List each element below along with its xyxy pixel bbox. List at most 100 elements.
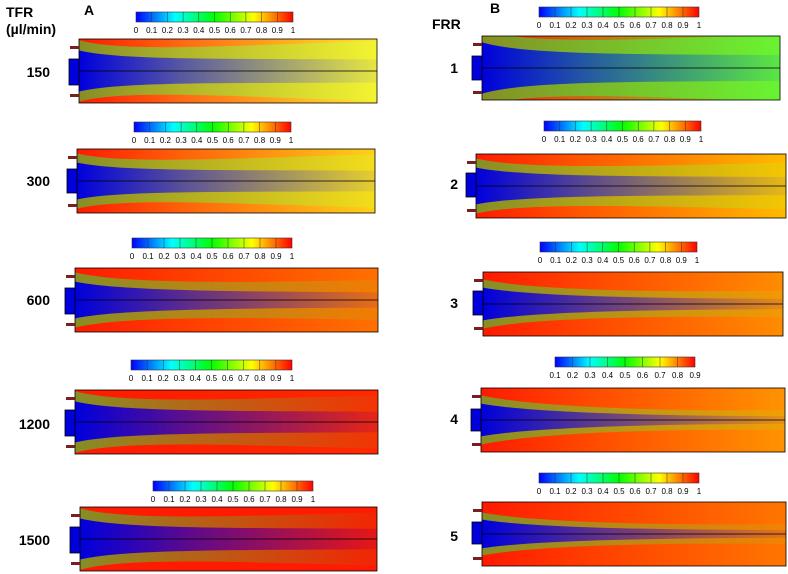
colorbar-tick-label: 0.9 <box>677 21 689 30</box>
colorbar-tick-label: 0.4 <box>191 136 203 145</box>
tfr-label-1500: 1500 <box>18 532 50 548</box>
side-inlet <box>474 279 483 282</box>
side-inlet <box>70 94 79 97</box>
side-inlet <box>472 443 481 446</box>
colorbar-tick-label: 0.7 <box>645 487 657 496</box>
colorbar-tick-label: 0.3 <box>176 136 188 145</box>
colorbar-tick-label: 0.8 <box>254 374 266 383</box>
colorbar-tick-label: 0.7 <box>238 136 250 145</box>
colorbar-tick-label: 0.3 <box>586 135 598 144</box>
side-inlet <box>68 156 77 159</box>
side-inlet <box>473 557 482 560</box>
colorbar-tick-label: 0 <box>537 487 542 496</box>
colorbar-tick-label: 0.4 <box>597 256 609 265</box>
colorbar-tick-label: 0.9 <box>270 374 282 383</box>
colorbar-tick-label: 0.2 <box>566 256 578 265</box>
frr-label-5: 5 <box>450 528 458 544</box>
colorbar-tick-label: 0.5 <box>619 371 631 380</box>
side-inlet <box>71 562 80 565</box>
colorbar-tick-label: 0.6 <box>629 21 641 30</box>
colorbar-tick-label: 0.1 <box>550 256 562 265</box>
colorbar-tick-label: 0.9 <box>291 495 303 504</box>
colorbar-tick-label: 0 <box>538 256 543 265</box>
colorbar-tick-label: 0.6 <box>243 495 255 504</box>
center-inlet <box>64 287 76 315</box>
colorbar-tick-label: 0.8 <box>672 371 684 380</box>
frr-label-3: 3 <box>450 295 458 311</box>
colorbar-tick-label: 0.6 <box>222 374 234 383</box>
colorbar-tick-label: 0 <box>542 135 547 144</box>
colorbar-tick-label: 0.2 <box>160 136 172 145</box>
simulation-panel-a-1: 0 0.1 0.2 0.3 0.4 0.5 0.6 0.7 0.8 0.9 1 <box>68 11 378 104</box>
colorbar-tick-label: 0.5 <box>207 136 219 145</box>
colorbar-tick-label: 0.8 <box>254 136 266 145</box>
side-inlet <box>66 275 75 278</box>
colorbar-tick-label: 0.8 <box>661 487 673 496</box>
side-inlet <box>70 46 79 49</box>
colorbar-tick-label: 0.7 <box>238 374 250 383</box>
colorbar-tick-label: 0.4 <box>601 135 613 144</box>
colorbar-tick-label: 0.8 <box>275 495 287 504</box>
colorbar-tick-label: 0.3 <box>174 374 186 383</box>
colorbar-tick-label: 0.6 <box>225 26 237 35</box>
colorbar-tick-label: 0.1 <box>549 371 561 380</box>
colorbar-tick-label: 1 <box>290 252 295 261</box>
colorbar-tick-label: 0.7 <box>648 135 660 144</box>
colorbar-tick-label: 0.7 <box>644 256 656 265</box>
colorbar-tick-label: 0 <box>537 21 542 30</box>
tfr-label-300: 300 <box>26 173 50 189</box>
colorbar-tick-label: 0.9 <box>689 371 701 380</box>
colorbar-tick-label: 0.7 <box>645 21 657 30</box>
colorbar-tick-label: 0.1 <box>146 26 158 35</box>
colorbar-tick-label: 0.1 <box>142 252 154 261</box>
colorbar-tick-label: 0.5 <box>617 135 629 144</box>
colorbar-tick-label: 0.1 <box>554 135 566 144</box>
colorbar-tick-label: 0.9 <box>272 26 284 35</box>
colorbar-tick-label: 0.5 <box>613 256 625 265</box>
simulation-panel-a-4: 0 0.1 0.2 0.3 0.4 0.5 0.6 0.7 0.8 0.9 1 <box>64 359 379 455</box>
colorbar-tick-label: 0 <box>129 374 134 383</box>
colorbar-tick-label: 0 <box>130 252 135 261</box>
colorbar-tick-label: 0.4 <box>597 21 609 30</box>
colorbar-tick-label: 0.9 <box>270 252 282 261</box>
colorbar-tick-label: 0.1 <box>163 495 175 504</box>
colorbar-tick-label: 0.8 <box>254 252 266 261</box>
colorbar-tick-label: 1 <box>289 136 294 145</box>
colorbar-tick-label: 0.1 <box>144 136 156 145</box>
colorbar-tick-label: 1 <box>311 495 316 504</box>
center-inlet <box>68 58 80 86</box>
simulation-panel-a-2: 0 0.1 0.2 0.3 0.4 0.5 0.6 0.7 0.8 0.9 1 <box>66 121 376 214</box>
frr-label-4: 4 <box>450 411 458 427</box>
colorbar-tick-label: 0.8 <box>660 256 672 265</box>
colorbar-tick-label: 0.5 <box>206 374 218 383</box>
colorbar-tick-label: 0.5 <box>206 252 218 261</box>
frr-label-2: 2 <box>450 176 458 192</box>
tfr-axis-title: TFR (µl/min) <box>6 4 56 38</box>
colorbar-tick-label: 0.3 <box>584 371 596 380</box>
side-inlet <box>66 323 75 326</box>
colorbar-tick-label: 0.3 <box>178 26 190 35</box>
panel-a-letter: A <box>84 2 95 18</box>
side-inlet <box>467 209 476 212</box>
colorbar-tick-label: 0.3 <box>582 256 594 265</box>
center-inlet <box>471 521 483 545</box>
colorbar-tick-label: 1 <box>697 21 702 30</box>
frr-label-1: 1 <box>450 60 458 76</box>
colorbar-tick-label: 0.9 <box>680 135 692 144</box>
colorbar-tick-label: 0.8 <box>661 21 673 30</box>
colorbar-tick-label: 0.2 <box>179 495 191 504</box>
colorbar-tick-label: 0.3 <box>581 487 593 496</box>
side-inlet <box>467 161 476 164</box>
colorbar-tick-label: 0.1 <box>142 374 154 383</box>
center-inlet <box>69 526 81 554</box>
colorbar-tick-label: 0.5 <box>209 26 221 35</box>
colorbar-tick-label: 0.4 <box>602 371 614 380</box>
colorbar-tick-label: 0.2 <box>570 135 582 144</box>
colorbar-tick-label: 0.8 <box>664 135 676 144</box>
center-inlet <box>471 55 483 81</box>
colorbar-tick-label: 0.7 <box>654 371 666 380</box>
colorbar-tick-label: 0.6 <box>629 256 641 265</box>
side-inlet <box>473 509 482 512</box>
colorbar-tick-label: 0.3 <box>195 495 207 504</box>
colorbar-tick-label: 0.2 <box>158 374 170 383</box>
